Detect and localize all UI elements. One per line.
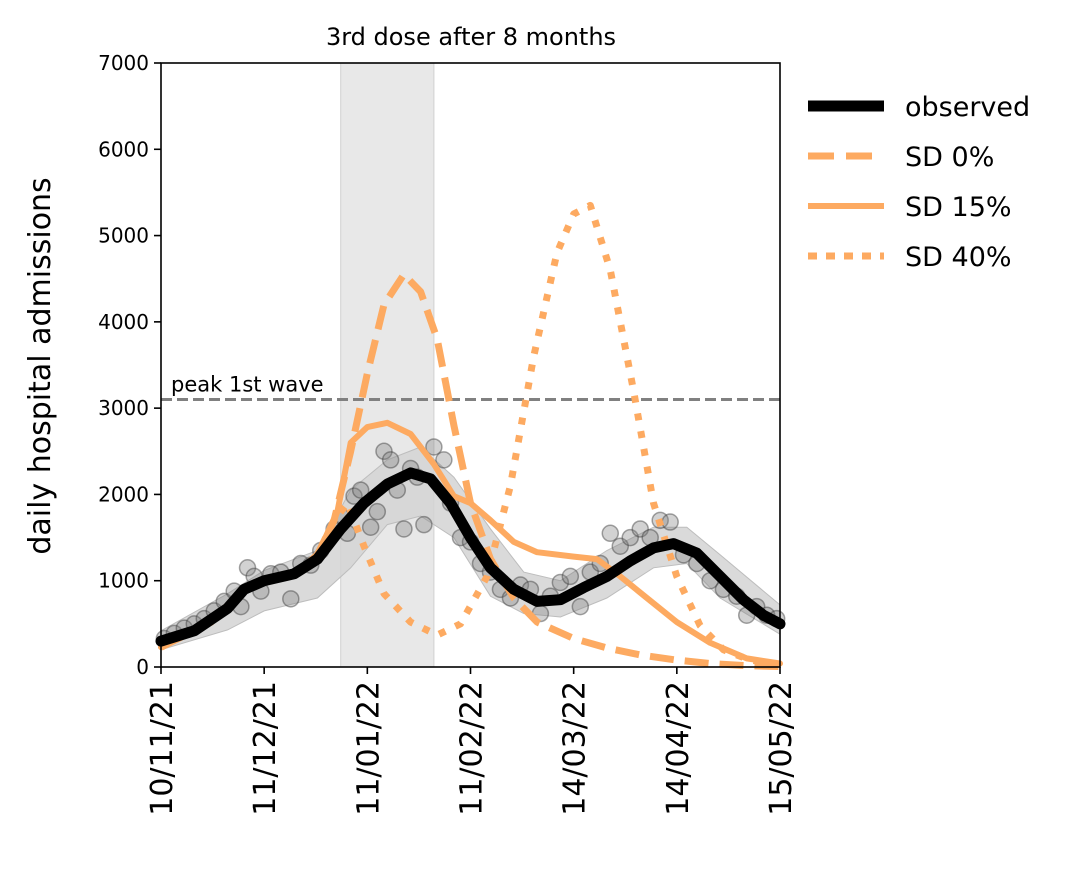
observed-point xyxy=(601,524,620,543)
observed-point xyxy=(282,590,300,608)
x-tick-label: 11/01/22 xyxy=(351,681,386,816)
observed-point xyxy=(571,597,590,616)
y-tick-label: 0 xyxy=(136,655,149,679)
x-tick-label: 10/11/21 xyxy=(145,681,180,816)
y-tick-label: 7000 xyxy=(98,51,149,75)
x-tick-label: 14/03/22 xyxy=(558,681,593,816)
y-tick-label: 5000 xyxy=(98,224,149,248)
observed-point xyxy=(345,487,363,505)
y-tick-label: 6000 xyxy=(98,137,149,161)
observed-point xyxy=(368,502,387,521)
x-tick-label: 15/05/22 xyxy=(764,681,799,816)
series-line-observed xyxy=(155,467,786,647)
observed-point xyxy=(351,481,370,499)
legend: observed SD 0% SD 15% SD 40% xyxy=(808,92,1030,273)
observed-point xyxy=(375,442,393,461)
shaded-period xyxy=(340,62,435,668)
y-tick-label: 3000 xyxy=(98,396,149,420)
x-axis: 10/11/21 11/12/21 11/01/22 11/02/22 14/03/22… xyxy=(145,667,799,816)
observed-point xyxy=(381,451,400,469)
y-axis-label: daily hospital admissions xyxy=(23,177,58,554)
observed-point xyxy=(621,528,639,547)
observed-point xyxy=(551,573,570,592)
observed-point xyxy=(415,515,433,534)
observed-point xyxy=(611,537,630,555)
x-tick-label: 11/12/21 xyxy=(248,681,283,816)
x-tick-label: 11/02/22 xyxy=(455,681,490,816)
y-axis: 0 1000 2000 3000 4000 5000 6000 7000 xyxy=(98,51,161,679)
observed-point xyxy=(661,513,679,531)
y-tick-label: 2000 xyxy=(98,482,149,506)
legend-label: SD 40% xyxy=(905,242,1012,273)
legend-label: SD 15% xyxy=(905,192,1012,223)
observed-point xyxy=(631,520,649,538)
y-tick-label: 1000 xyxy=(98,569,149,593)
observed-point xyxy=(238,559,257,577)
x-tick-label: 14/04/22 xyxy=(661,681,696,816)
legend-label: observed xyxy=(905,92,1030,123)
observed-point xyxy=(435,451,453,469)
reference-line-label: peak 1st wave xyxy=(171,373,324,397)
observed-point xyxy=(425,438,443,456)
chart-title: 3rd dose after 8 months xyxy=(326,23,616,51)
y-tick-label: 4000 xyxy=(98,310,149,334)
legend-label: SD 0% xyxy=(905,142,994,173)
observed-point xyxy=(361,518,380,536)
observed-point xyxy=(395,520,413,538)
observed-point xyxy=(561,567,580,586)
